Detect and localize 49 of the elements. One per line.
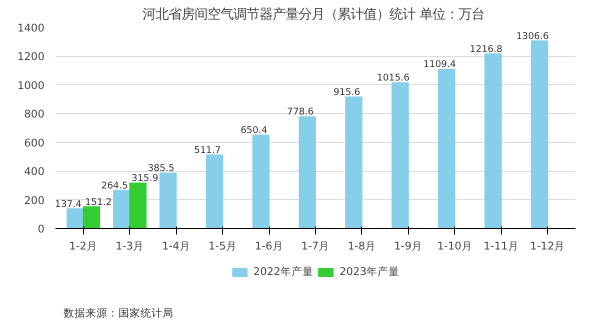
x-tick-label: 1-3月 <box>116 240 144 252</box>
bar <box>159 172 177 228</box>
bar <box>438 68 456 228</box>
x-tick-label: 1-7月 <box>301 240 330 252</box>
source-note: 数据来源：国家统计局 <box>64 306 174 320</box>
bar <box>66 208 84 228</box>
x-tick-label: 1-5月 <box>208 240 237 252</box>
x-tick-label: 1-12月 <box>530 240 566 252</box>
bar <box>298 116 316 228</box>
data-label: 511.7 <box>194 145 221 156</box>
x-tick-label: 1-8月 <box>348 240 376 252</box>
bar <box>206 154 224 228</box>
y-tick-label: 400 <box>24 165 45 178</box>
data-label: 650.4 <box>240 125 268 136</box>
bar <box>345 96 362 228</box>
data-label: 1306.6 <box>516 30 549 42</box>
data-label: 264.5 <box>101 180 128 192</box>
y-tick-label: 0 <box>38 222 45 236</box>
x-tick-label: 1-6月 <box>254 240 284 252</box>
data-label: 137.4 <box>54 198 82 210</box>
bar <box>252 134 270 228</box>
x-tick-label: 1-10月 <box>437 240 472 252</box>
legend-label: 2023年产量 <box>340 265 400 279</box>
y-tick-label: 200 <box>24 194 45 207</box>
x-tick-label: 1-11月 <box>484 240 519 252</box>
bar <box>113 190 130 228</box>
y-tick-label: 800 <box>24 108 45 121</box>
bar <box>129 182 147 228</box>
y-tick-label: 600 <box>24 136 45 150</box>
data-label: 778.6 <box>287 106 314 118</box>
x-tick-label: 1-9月 <box>394 240 423 252</box>
data-label: 1109.4 <box>423 59 456 70</box>
x-tick-label: 1-2月 <box>69 240 98 252</box>
y-tick-label: 1400 <box>17 22 45 34</box>
chart-title: 河北省房间空气调节器产量分月（累计值）统计 单位：万台 <box>142 6 485 22</box>
x-tick-label: 1-4月 <box>162 240 190 252</box>
data-label: 915.6 <box>333 87 360 98</box>
data-label: 1015.6 <box>376 72 410 84</box>
bar <box>530 40 548 228</box>
bar <box>484 53 502 228</box>
legend-label: 2022年产量 <box>253 265 314 279</box>
y-tick-label: 1200 <box>17 50 45 64</box>
data-label: 385.5 <box>148 163 175 174</box>
data-label: 1216.8 <box>470 44 502 55</box>
data-label: 315.9 <box>132 173 158 184</box>
bar <box>82 206 100 228</box>
data-label: 151.2 <box>85 196 112 208</box>
y-tick-label: 1000 <box>17 78 45 92</box>
bar <box>392 82 409 228</box>
